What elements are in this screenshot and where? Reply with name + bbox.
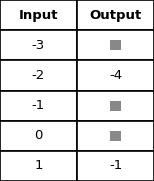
Bar — [0, 121, 77, 151]
Bar — [111, 101, 120, 111]
Bar — [0, 151, 77, 181]
Bar — [77, 121, 154, 151]
Bar — [0, 90, 77, 121]
Bar — [77, 30, 154, 60]
Text: Input: Input — [19, 9, 58, 22]
Text: 1: 1 — [34, 159, 43, 172]
Bar — [77, 151, 154, 181]
Text: -1: -1 — [109, 159, 122, 172]
Bar — [0, 60, 77, 90]
Bar — [77, 90, 154, 121]
Text: -4: -4 — [109, 69, 122, 82]
Bar — [0, 0, 77, 30]
Text: -2: -2 — [32, 69, 45, 82]
Text: Output: Output — [89, 9, 142, 22]
Bar — [77, 60, 154, 90]
Bar — [77, 0, 154, 30]
Text: -3: -3 — [32, 39, 45, 52]
Text: -1: -1 — [32, 99, 45, 112]
Bar — [0, 30, 77, 60]
Bar — [111, 40, 120, 50]
Bar — [111, 131, 120, 141]
Text: 0: 0 — [34, 129, 43, 142]
